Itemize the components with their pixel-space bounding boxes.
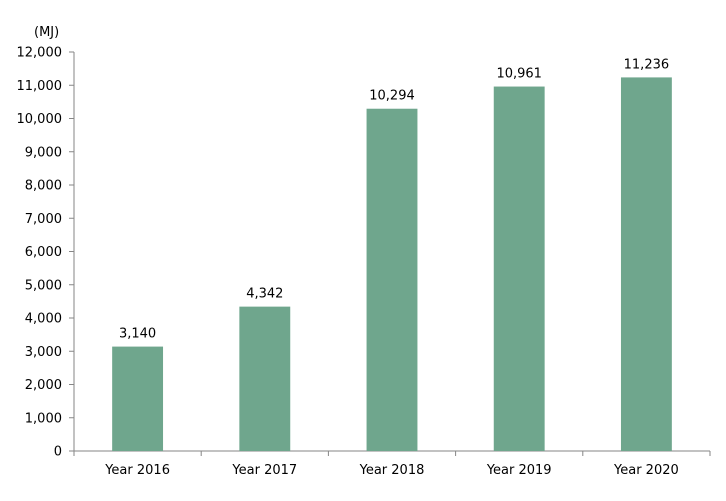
y-tick-label: 9,000	[25, 145, 62, 160]
bar-year-2017	[239, 306, 291, 451]
y-axis-ticks: 0 1,000 2,000 3,000 4,000 5,000 6,000 7,000 8,00…	[17, 46, 711, 460]
bar-year-2020	[620, 77, 672, 451]
x-category-label: Year 2019	[486, 463, 552, 478]
y-tick-label: 6,000	[25, 245, 62, 260]
x-axis-labels: Year 2016 Year 2017 Year 2018 Year 2019 Year…	[104, 463, 679, 478]
bars-group	[112, 77, 672, 452]
y-tick-label: 2,000	[25, 378, 62, 393]
bar-year-2018	[366, 108, 418, 452]
x-category-label: Year 2017	[231, 463, 297, 478]
x-category-label: Year 2016	[104, 463, 170, 478]
y-tick-label: 5,000	[25, 278, 62, 293]
y-tick-label: 12,000	[17, 46, 63, 61]
x-category-label: Year 2018	[359, 463, 425, 478]
x-category-label: Year 2020	[613, 463, 679, 478]
data-labels-group: 3,140 4,342 10,294 10,961 11,236	[119, 57, 669, 341]
y-tick-label: 1,000	[25, 411, 62, 426]
bar-value-label: 10,961	[496, 67, 542, 82]
y-axis-unit-label: (MJ)	[34, 25, 59, 40]
bar-year-2016	[112, 346, 164, 451]
y-tick-label: 0	[54, 445, 62, 460]
y-tick-label: 4,000	[25, 312, 62, 327]
y-tick-label: 10,000	[17, 112, 63, 127]
bar-year-2019	[493, 86, 545, 451]
bar-value-label: 11,236	[624, 57, 670, 72]
bar-value-label: 10,294	[369, 89, 415, 104]
y-tick-label: 7,000	[25, 212, 62, 227]
bar-value-label: 4,342	[246, 287, 283, 302]
y-tick-label: 8,000	[25, 179, 62, 194]
y-tick-label: 3,000	[25, 345, 62, 360]
y-tick-label: 11,000	[17, 79, 63, 94]
bar-value-label: 3,140	[119, 327, 156, 342]
